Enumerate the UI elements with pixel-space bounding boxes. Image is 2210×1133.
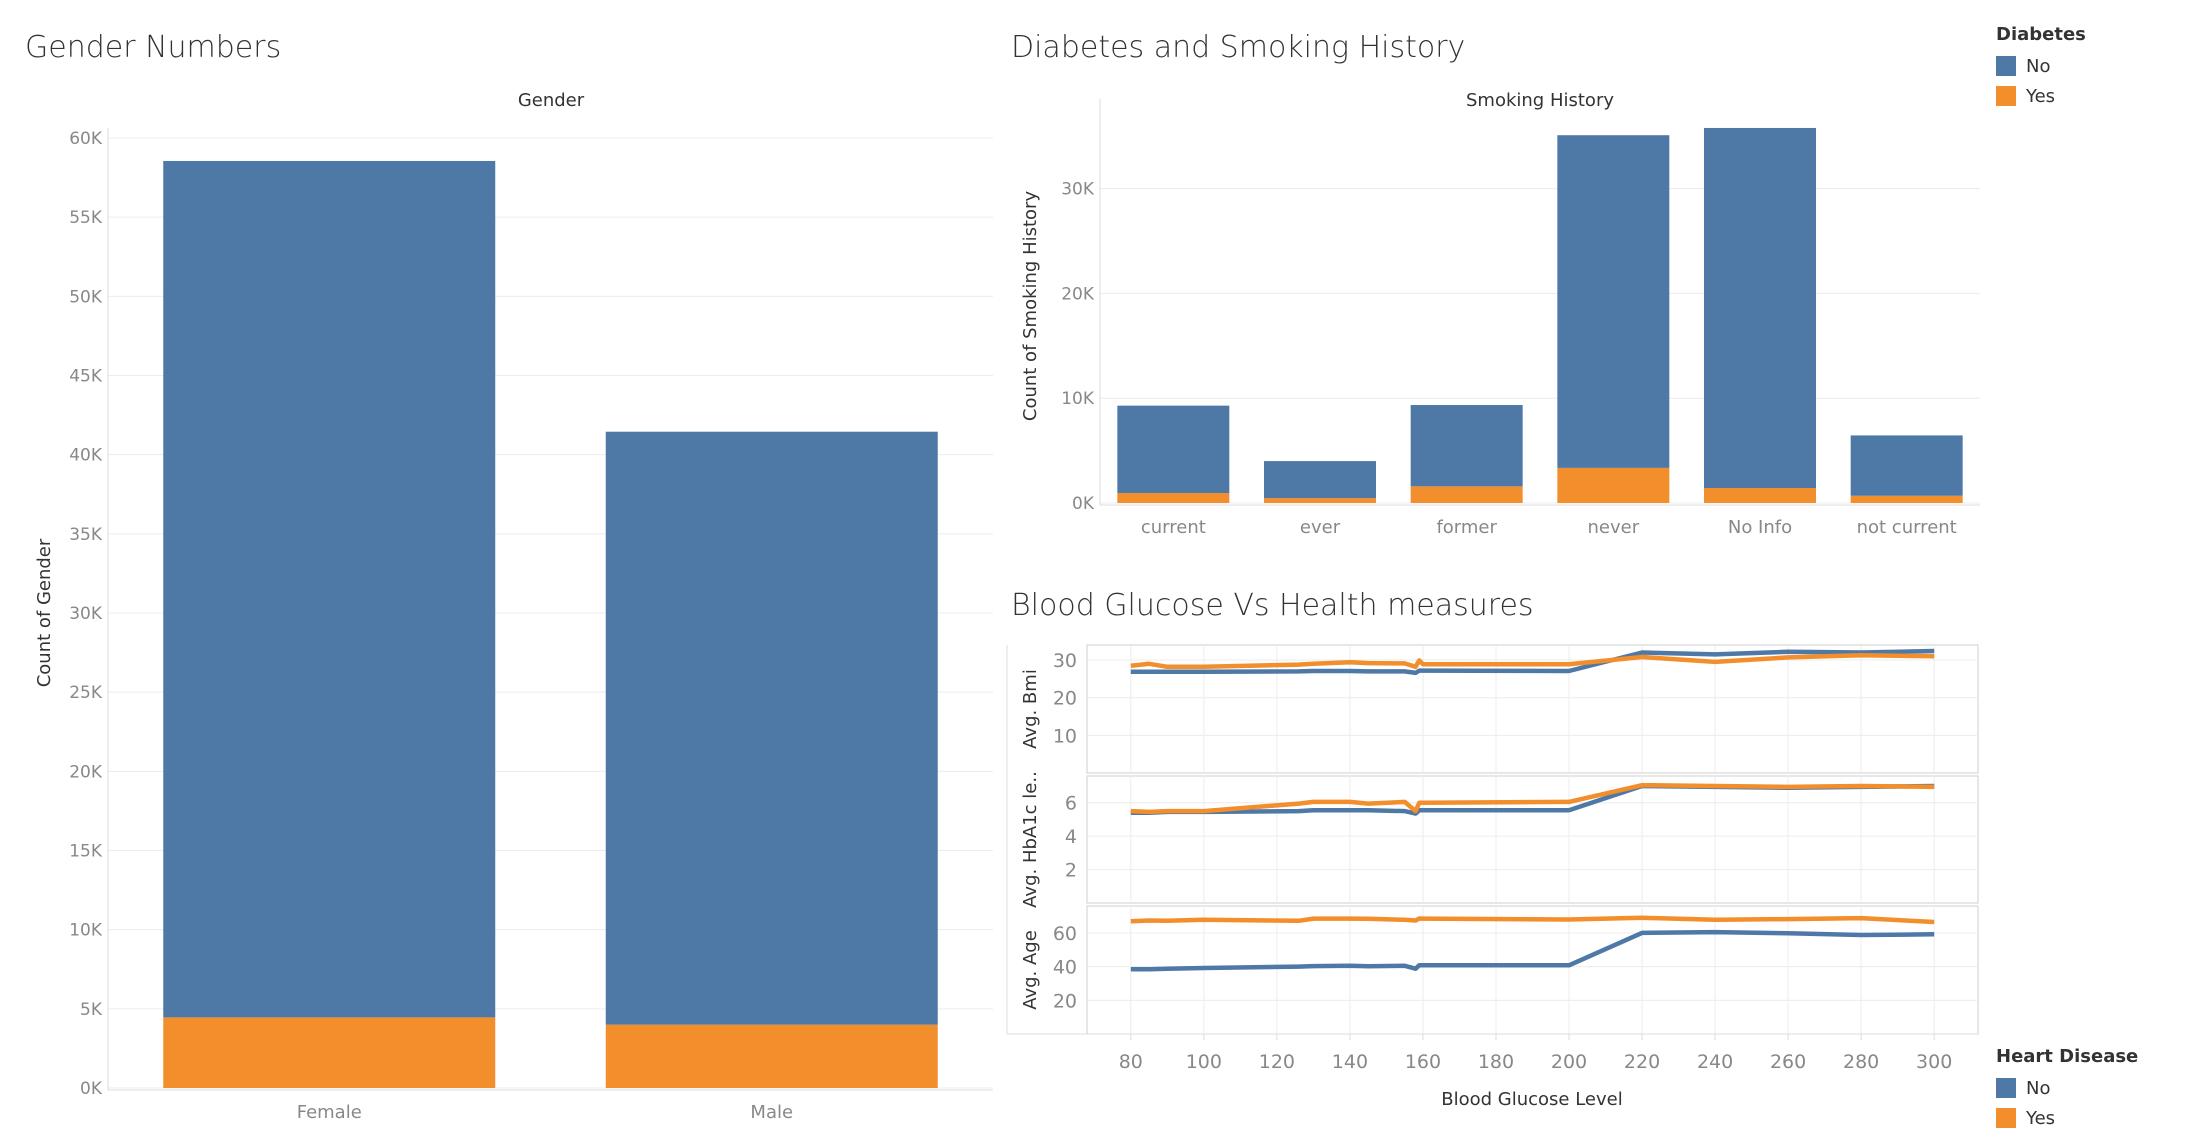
line-no-avg-bmi — [1130, 648, 1935, 676]
y-tick-label: 20K — [1061, 284, 1095, 304]
bar-no-current — [1117, 405, 1230, 494]
x-tick-label: 140 — [1332, 1051, 1368, 1073]
y-tick-label: 60 — [1053, 923, 1077, 945]
y-tick-label: 55K — [69, 208, 103, 228]
glucose-chart-title: Blood Glucose Vs Health measures — [1011, 588, 1534, 623]
legend-item[interactable]: Yes — [1996, 1103, 2138, 1133]
y-tick-label: 5K — [80, 1000, 103, 1020]
diabetes-legend: Diabetes No Yes — [1996, 24, 2086, 111]
x-tick-label: ever — [1300, 517, 1341, 538]
bar-no-ever — [1264, 461, 1376, 499]
y-tick-label: 2 — [1065, 860, 1077, 882]
bar-no-no-info — [1704, 127, 1816, 489]
legend-label: No — [2026, 55, 2051, 77]
line-yes-avg-age — [1130, 915, 1935, 925]
y-tick-label: 30K — [69, 604, 103, 624]
bar-yes-not-current — [1850, 495, 1963, 503]
y-tick-label: 60K — [69, 129, 103, 149]
y-tick-label: 40 — [1053, 957, 1077, 979]
chart-header: Gender — [518, 90, 585, 111]
y-tick-label: 20 — [1053, 688, 1077, 710]
gender-chart-title: Gender Numbers — [25, 30, 282, 65]
bar-yes-no-info — [1704, 488, 1816, 503]
legend-swatch — [1996, 56, 2016, 76]
x-tick-label: former — [1436, 517, 1497, 538]
x-tick-label: 80 — [1119, 1051, 1143, 1073]
y-tick-label: 0K — [80, 1079, 103, 1099]
heart-disease-legend: Heart Disease No Yes — [1996, 1046, 2138, 1133]
x-tick-label: Male — [750, 1102, 793, 1123]
legend-item[interactable]: No — [1996, 51, 2086, 81]
legend-label: Yes — [2026, 85, 2056, 107]
smoking-chart-title: Diabetes and Smoking History — [1011, 30, 1466, 65]
line-yes-avg-bmi — [1130, 652, 1935, 670]
x-tick-label: never — [1588, 517, 1640, 538]
panel-frame — [1086, 644, 1979, 774]
y-tick-label: 20 — [1053, 990, 1077, 1012]
bar-no-not-current — [1850, 435, 1963, 496]
legend-swatch — [1996, 86, 2016, 106]
chart-header: Smoking History — [1466, 90, 1614, 111]
y-tick-label: 30K — [1061, 180, 1095, 200]
bar-no-former — [1410, 405, 1523, 487]
x-tick-label: current — [1141, 517, 1206, 538]
line-no-avg-age — [1130, 929, 1935, 972]
bar-no-male — [605, 431, 938, 1025]
y-tick-label: 25K — [69, 683, 103, 703]
legend-label: Yes — [2026, 1107, 2056, 1129]
y-axis-title: Avg. Bmi — [1020, 669, 1041, 749]
bar-yes-male — [605, 1024, 938, 1088]
y-tick-label: 6 — [1065, 793, 1077, 815]
y-tick-label: 50K — [69, 287, 103, 307]
line-yes-avg-hba1c-le- — [1130, 782, 1935, 815]
y-tick-label: 10 — [1053, 725, 1077, 747]
y-axis-title: Avg. HbA1c le.. — [1020, 771, 1041, 908]
x-tick-label: 240 — [1697, 1051, 1733, 1073]
x-tick-label: 160 — [1405, 1051, 1441, 1073]
y-tick-label: 35K — [69, 525, 103, 545]
x-tick-label: 260 — [1770, 1051, 1806, 1073]
legend-title: Heart Disease — [1996, 1046, 2139, 1067]
y-tick-label: 20K — [69, 762, 103, 782]
y-tick-label: 40K — [69, 446, 103, 466]
y-tick-label: 10K — [1061, 389, 1095, 409]
legend-item[interactable]: No — [1996, 1073, 2138, 1103]
x-tick-label: 220 — [1624, 1051, 1660, 1073]
bar-yes-former — [1410, 486, 1523, 503]
panel-frame — [1086, 775, 1979, 904]
bar-yes-current — [1117, 493, 1230, 503]
y-tick-label: 45K — [69, 367, 103, 387]
y-tick-label: 30 — [1053, 650, 1077, 672]
x-tick-label: not current — [1857, 517, 1957, 538]
y-tick-label: 10K — [69, 921, 103, 941]
x-tick-label: 180 — [1478, 1051, 1514, 1073]
legend-title: Diabetes — [1996, 24, 2086, 45]
y-tick-label: 15K — [69, 842, 103, 862]
legend-label: No — [2026, 1077, 2051, 1099]
x-tick-label: Female — [297, 1102, 362, 1123]
bar-no-never — [1557, 135, 1670, 468]
y-tick-label: 0K — [1072, 494, 1095, 514]
bar-yes-female — [163, 1017, 496, 1088]
x-tick-label: 200 — [1551, 1051, 1587, 1073]
y-axis-title: Count of Gender — [34, 538, 55, 687]
y-axis-title: Count of Smoking History — [1020, 191, 1041, 422]
bar-yes-never — [1557, 467, 1670, 503]
x-axis-title: Blood Glucose Level — [1441, 1089, 1622, 1110]
legend-swatch — [1996, 1078, 2016, 1098]
x-tick-label: No Info — [1728, 517, 1792, 538]
x-tick-label: 100 — [1186, 1051, 1222, 1073]
x-tick-label: 120 — [1259, 1051, 1295, 1073]
y-tick-label: 4 — [1065, 826, 1077, 848]
bar-yes-ever — [1264, 498, 1376, 503]
legend-swatch — [1996, 1108, 2016, 1128]
x-tick-label: 300 — [1916, 1051, 1952, 1073]
legend-item[interactable]: Yes — [1996, 81, 2086, 111]
y-axis-title: Avg. Age — [1020, 930, 1041, 1010]
x-tick-label: 280 — [1843, 1051, 1879, 1073]
bar-no-female — [163, 160, 496, 1018]
